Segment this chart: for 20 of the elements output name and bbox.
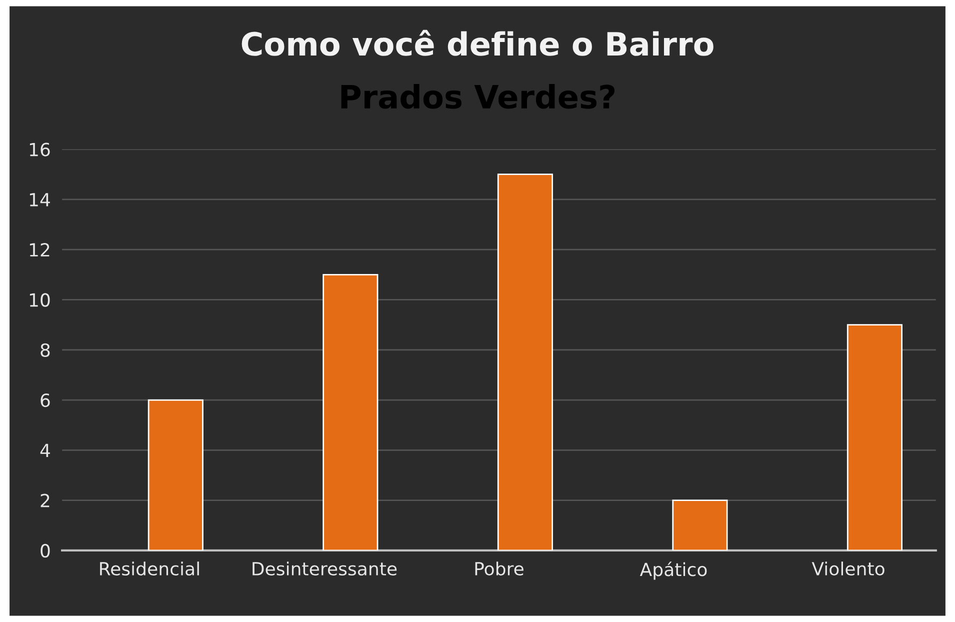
y-tick-label: 6 xyxy=(40,393,50,408)
y-tick-label: 4 xyxy=(40,444,50,458)
bar xyxy=(322,274,378,550)
x-tick-label: Apático xyxy=(640,562,707,580)
y-tick-label: 0 xyxy=(40,544,50,558)
bar xyxy=(672,500,728,550)
x-tick-label: Residencial xyxy=(100,562,199,576)
bar xyxy=(148,399,204,550)
y-tick-label: 2 xyxy=(40,494,50,508)
y-tick-label: 16 xyxy=(30,142,50,156)
y-tick-label: 8 xyxy=(40,343,50,357)
x-tick-label: Desinteressante xyxy=(252,562,397,576)
y-tick-label: 12 xyxy=(30,243,50,256)
x-tick-label: Violento xyxy=(812,562,884,576)
y-tick-label: 14 xyxy=(30,193,50,206)
x-tick-label: Pobre xyxy=(475,562,524,576)
y-tick-label: 10 xyxy=(30,293,50,307)
chart-title: Como você define o Bairro xyxy=(242,30,714,56)
bar xyxy=(846,324,903,550)
bar xyxy=(497,174,553,550)
